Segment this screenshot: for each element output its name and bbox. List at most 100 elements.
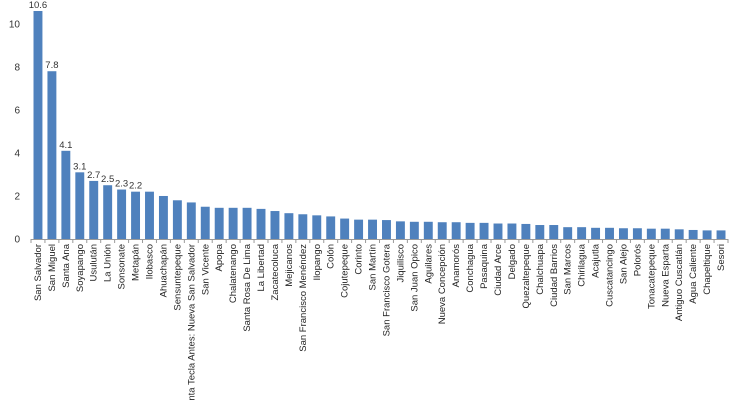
x-tick-label: San Alejo xyxy=(618,244,629,284)
bar xyxy=(172,200,182,239)
data-label: 2.5 xyxy=(101,174,114,185)
bar xyxy=(660,228,670,239)
bar xyxy=(186,202,196,239)
x-tick-label: Chalchuapa xyxy=(535,243,546,294)
x-tick-label: Santa Ana xyxy=(61,243,72,288)
x-tick-label: San Vicente xyxy=(200,244,211,295)
bar xyxy=(228,207,238,239)
x-tick-label: Quezaltepeque xyxy=(521,244,532,308)
data-label: 2.2 xyxy=(129,181,142,192)
bar xyxy=(521,223,531,239)
bar xyxy=(702,230,712,239)
x-tick-label: Corinto xyxy=(354,244,365,275)
x-tick-label: Cojutepeque xyxy=(340,244,351,298)
bar xyxy=(47,71,57,240)
x-tick-label: Conchagua xyxy=(465,243,476,292)
x-tick-label: San Miguel xyxy=(47,244,58,292)
bar xyxy=(103,185,113,239)
x-tick-label: Ilopango xyxy=(312,244,323,280)
bar xyxy=(382,220,391,239)
bar xyxy=(200,206,210,239)
x-tick-label: La Unión xyxy=(103,244,114,282)
bar xyxy=(298,214,308,239)
bar xyxy=(117,189,127,239)
x-tick-label: Mejicanos xyxy=(284,244,295,287)
x-tick-label: Santa Rosa De Lima xyxy=(242,243,253,331)
x-tick-label: Antiguo Cuscatlán xyxy=(674,244,685,321)
bar xyxy=(395,221,405,239)
x-tick-label: Nueva Concepción xyxy=(437,244,448,324)
x-tick-label: Sesori xyxy=(716,244,727,271)
x-tick-label: Soyapango xyxy=(75,244,86,292)
bar xyxy=(340,218,350,239)
x-tick-label: Santa Tecla Antes: Nueva San Salvador xyxy=(186,244,197,400)
x-tick-label: Apopa xyxy=(214,243,225,271)
x-tick-label: San Marcos xyxy=(563,244,574,295)
bar xyxy=(75,172,85,239)
bar xyxy=(618,228,628,239)
x-tick-label: Ciudad Barrios xyxy=(549,244,560,307)
bar xyxy=(591,227,601,239)
bar xyxy=(549,225,559,239)
x-tick-label: Sensuntepeque xyxy=(172,244,183,311)
bar xyxy=(312,215,322,239)
bar xyxy=(632,228,642,239)
bar xyxy=(409,221,419,239)
y-tick-label: 2 xyxy=(14,191,20,202)
x-tick-label: Chirilagua xyxy=(577,243,588,286)
bar xyxy=(158,195,168,239)
data-label: 4.1 xyxy=(59,140,72,151)
x-tick-label: Polorós xyxy=(632,244,643,276)
x-tick-label: Acajutla xyxy=(591,243,602,278)
data-label: 7.8 xyxy=(45,60,58,71)
bar xyxy=(33,11,43,239)
y-tick-label: 4 xyxy=(14,148,20,159)
x-tick-label: San Francisco Menéndez xyxy=(298,244,309,352)
x-tick-label: Usulután xyxy=(89,244,100,282)
data-label: 10.6 xyxy=(29,0,48,11)
x-tick-label: Metapán xyxy=(131,244,142,281)
x-tick-label: Ahuachapán xyxy=(158,244,169,297)
bar xyxy=(437,222,447,239)
bar xyxy=(507,223,517,239)
x-tick-label: San Juan Opico xyxy=(409,244,420,312)
x-tick-label: Jiquilisco xyxy=(395,244,406,283)
bar xyxy=(354,219,364,239)
bar xyxy=(674,229,684,239)
x-tick-label: San Salvador xyxy=(33,244,44,301)
bar xyxy=(423,221,433,239)
x-tick-label: Colón xyxy=(326,244,337,269)
bar xyxy=(577,227,587,239)
x-tick-label: Zacatecoluca xyxy=(270,243,281,300)
bar xyxy=(61,150,71,239)
x-tick-label: Anamorós xyxy=(451,244,462,288)
x-tick-label: Ciudad Arce xyxy=(493,244,504,296)
bar xyxy=(145,191,154,239)
bar xyxy=(479,222,489,239)
bar xyxy=(535,225,545,239)
x-tick-label: Aguilares xyxy=(423,244,434,284)
bar xyxy=(451,222,461,239)
bar xyxy=(465,222,475,239)
bar xyxy=(131,191,141,239)
bar xyxy=(326,216,336,239)
bar xyxy=(563,227,573,239)
x-tick-label: San Martín xyxy=(368,244,379,290)
x-tick-label: Chalatenango xyxy=(228,244,239,303)
x-tick-label: Pasaquina xyxy=(479,243,490,289)
x-tick-label: Nueva Esparta xyxy=(660,243,671,307)
bar xyxy=(688,229,698,239)
bar xyxy=(646,228,656,239)
x-tick-label: San Francisco Gotera xyxy=(381,243,392,336)
bar xyxy=(270,211,280,239)
x-tick-label: Cuscatancingo xyxy=(605,244,616,307)
data-label: 2.7 xyxy=(87,170,100,181)
bar xyxy=(368,219,377,239)
y-tick-label: 10 xyxy=(9,19,21,30)
bar xyxy=(89,180,99,239)
bar xyxy=(242,207,252,239)
x-tick-label: Agua Caliente xyxy=(688,244,699,304)
y-tick-label: 6 xyxy=(14,105,20,116)
data-label: 3.1 xyxy=(73,161,86,172)
